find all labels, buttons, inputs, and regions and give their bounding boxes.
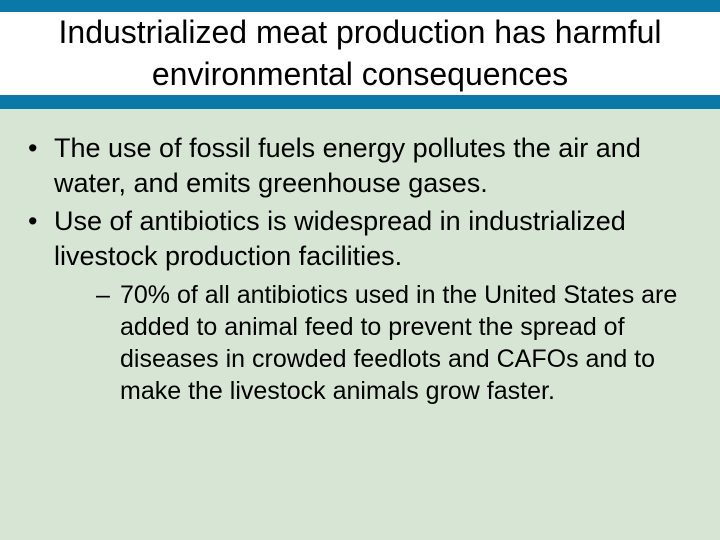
list-item: Use of antibiotics is widespread in indu…: [18, 204, 702, 407]
bullet-list: The use of fossil fuels energy pollutes …: [18, 131, 702, 407]
bullet-text: Use of antibiotics is widespread in indu…: [54, 206, 626, 271]
sub-list-item: 70% of all antibiotics used in the Unite…: [54, 279, 702, 407]
slide-title: Industrialized meat production has harmf…: [0, 12, 720, 95]
slide-content: The use of fossil fuels energy pollutes …: [0, 109, 720, 407]
list-item: The use of fossil fuels energy pollutes …: [18, 131, 702, 200]
slide-header: Industrialized meat production has harmf…: [0, 0, 720, 109]
bullet-text: The use of fossil fuels energy pollutes …: [54, 133, 641, 198]
sub-bullet-text: 70% of all antibiotics used in the Unite…: [120, 281, 677, 405]
sub-bullet-list: 70% of all antibiotics used in the Unite…: [54, 279, 702, 407]
